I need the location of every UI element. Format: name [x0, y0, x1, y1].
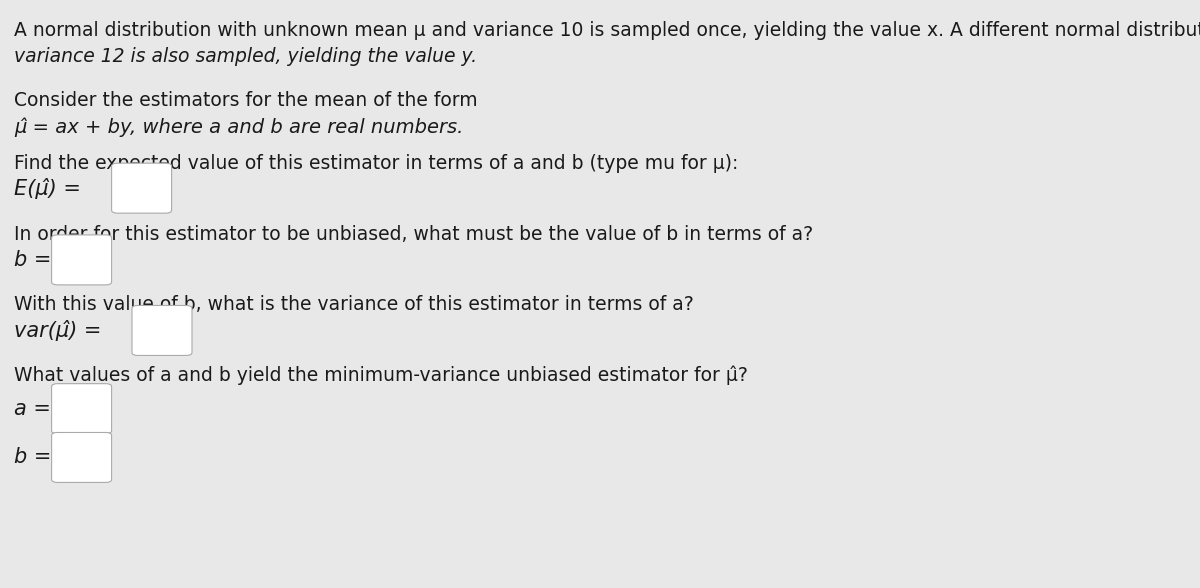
Text: b =: b =: [14, 447, 52, 467]
Text: What values of a and b yield the minimum-variance unbiased estimator for μ̂?: What values of a and b yield the minimum…: [14, 366, 749, 385]
Text: a =: a =: [14, 399, 52, 419]
FancyBboxPatch shape: [52, 433, 112, 482]
Text: A normal distribution with unknown mean μ and variance 10 is sampled once, yield: A normal distribution with unknown mean …: [14, 21, 1200, 39]
Text: var(μ̂) =: var(μ̂) =: [14, 320, 102, 341]
Text: In order for this estimator to be unbiased, what must be the value of b in terms: In order for this estimator to be unbias…: [14, 225, 814, 243]
FancyBboxPatch shape: [132, 306, 192, 355]
Text: Find the expected value of this estimator in terms of a and b (type mu for μ):: Find the expected value of this estimato…: [14, 154, 739, 173]
Text: E(μ̂) =: E(μ̂) =: [14, 178, 82, 199]
FancyBboxPatch shape: [112, 163, 172, 213]
FancyBboxPatch shape: [52, 235, 112, 285]
FancyBboxPatch shape: [52, 383, 112, 434]
Text: b =: b =: [14, 250, 52, 270]
Text: variance 12 is also sampled, yielding the value y.: variance 12 is also sampled, yielding th…: [14, 47, 478, 66]
Text: Consider the estimators for the mean of the form: Consider the estimators for the mean of …: [14, 91, 478, 110]
Text: μ̂ = ax + by, where a and b are real numbers.: μ̂ = ax + by, where a and b are real num…: [14, 118, 463, 137]
Text: With this value of b, what is the variance of this estimator in terms of a?: With this value of b, what is the varian…: [14, 295, 694, 314]
